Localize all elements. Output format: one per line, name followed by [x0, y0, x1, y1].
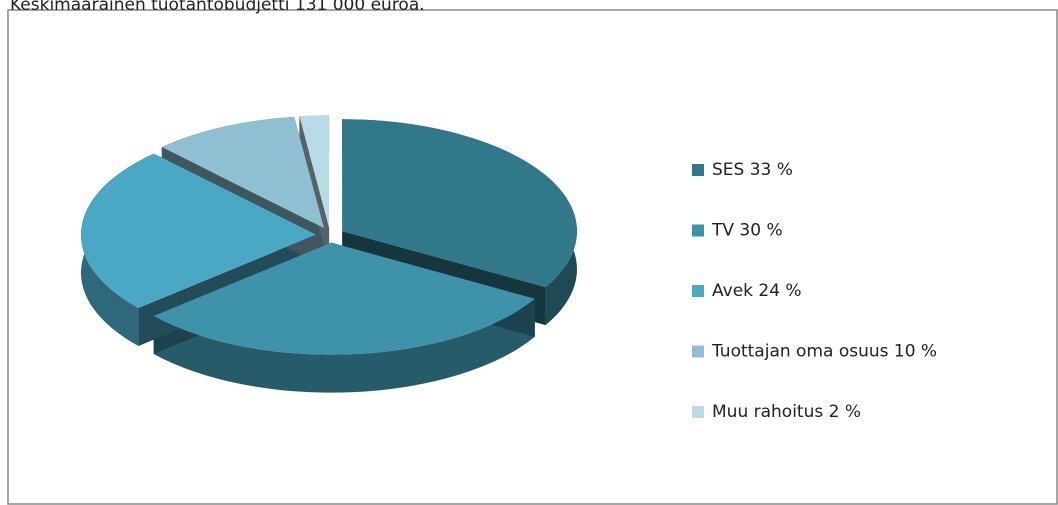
- pie-slice: [342, 119, 577, 288]
- pie-slice: [161, 116, 324, 229]
- legend-label: Tuottajan oma osuus 10 %: [711, 342, 937, 362]
- legend-label: Avek 24 %: [712, 281, 802, 301]
- pie-slice: [299, 115, 330, 228]
- legend-swatch: [692, 285, 704, 297]
- pie-slice: [80, 153, 317, 308]
- slice-wall: [299, 116, 330, 266]
- legend-label: SES 33 %: [712, 160, 793, 180]
- chart-title: Keskimääräinen tuotantobudjetti 131 000 …: [10, 0, 425, 15]
- legend-swatch: [692, 164, 704, 176]
- legend-label: Muu rahoitus 2 %: [712, 402, 861, 422]
- legend-swatch: [692, 345, 704, 358]
- pie-slice: [153, 242, 535, 355]
- legend-swatch: [692, 406, 704, 418]
- slice-side: [153, 298, 535, 393]
- legend-label: TV 30 %: [711, 221, 783, 241]
- legend-swatch: [692, 224, 704, 237]
